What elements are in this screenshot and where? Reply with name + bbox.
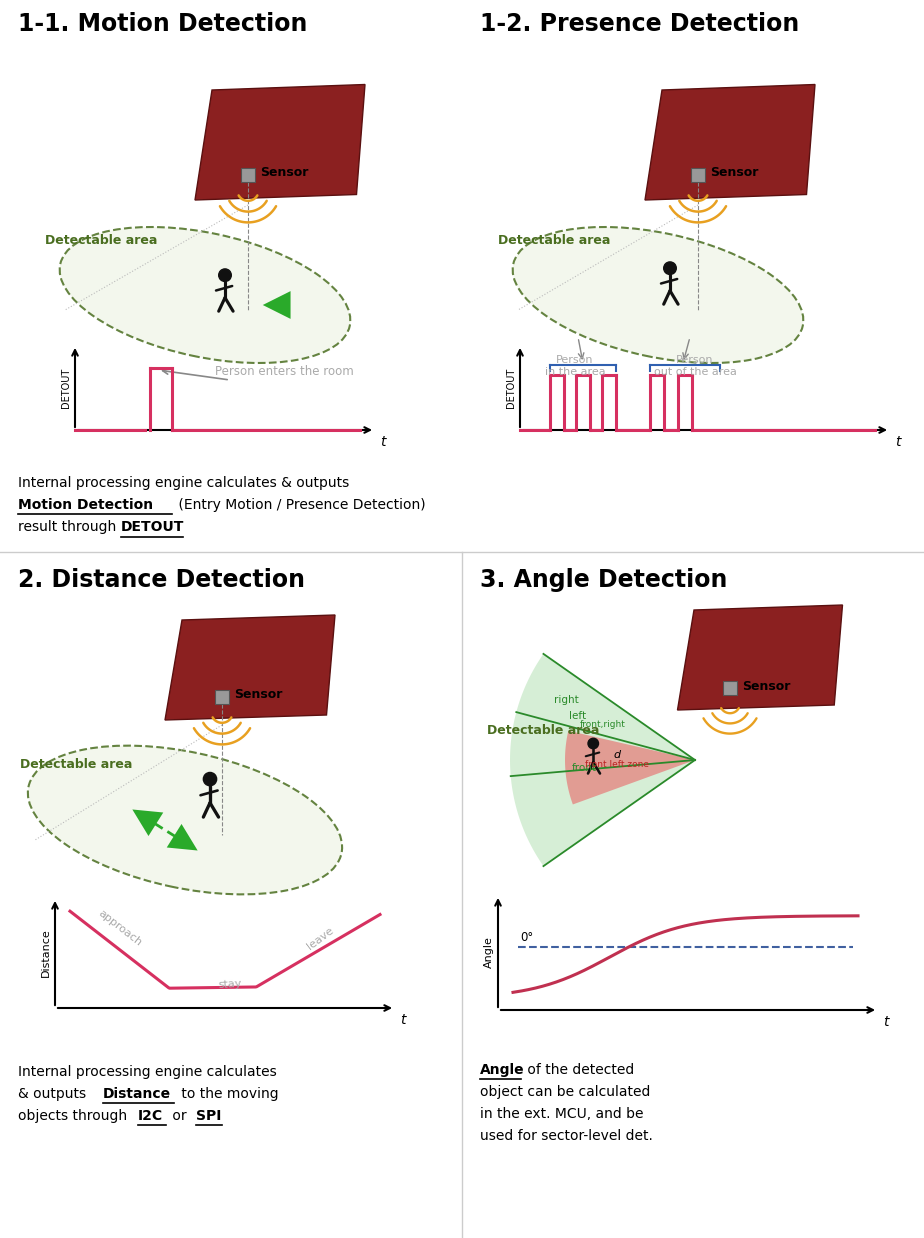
Bar — [723, 681, 737, 695]
Text: t: t — [400, 1013, 406, 1028]
Text: left: left — [569, 711, 586, 721]
Text: front,right: front,right — [580, 721, 626, 729]
Text: Angle: Angle — [480, 1063, 525, 1077]
Bar — [215, 690, 229, 704]
Text: DETOUT: DETOUT — [61, 368, 71, 407]
Ellipse shape — [513, 227, 803, 363]
Text: Detectable area: Detectable area — [45, 234, 157, 246]
Text: Internal processing engine calculates & outputs: Internal processing engine calculates & … — [18, 475, 349, 490]
Text: Detectable area: Detectable area — [20, 759, 132, 771]
Text: approach: approach — [96, 907, 143, 948]
Text: object can be calculated: object can be calculated — [480, 1084, 650, 1099]
Polygon shape — [565, 730, 695, 805]
Text: Detectable area: Detectable area — [487, 723, 600, 737]
Text: I2C: I2C — [138, 1109, 164, 1123]
Text: 1-1. Motion Detection: 1-1. Motion Detection — [18, 12, 308, 36]
Text: Sensor: Sensor — [260, 166, 309, 180]
Polygon shape — [645, 84, 815, 201]
Text: result through: result through — [18, 520, 121, 534]
Text: leave: leave — [305, 925, 335, 951]
Text: t: t — [883, 1015, 889, 1029]
Text: Person
out of the area: Person out of the area — [653, 355, 736, 376]
Text: Sensor: Sensor — [234, 688, 283, 702]
Circle shape — [203, 773, 216, 786]
Text: to the moving: to the moving — [177, 1087, 279, 1101]
Text: t: t — [895, 435, 901, 449]
Text: Angle: Angle — [484, 937, 494, 968]
Text: Sensor: Sensor — [710, 166, 759, 180]
Text: & outputs: & outputs — [18, 1087, 91, 1101]
Text: Person
in the area: Person in the area — [544, 355, 605, 376]
Text: Detectable area: Detectable area — [498, 234, 611, 246]
Ellipse shape — [60, 227, 350, 363]
Text: Distance: Distance — [103, 1087, 171, 1101]
Circle shape — [219, 269, 231, 281]
Text: objects through: objects through — [18, 1109, 131, 1123]
Polygon shape — [677, 605, 843, 711]
Text: DETOUT: DETOUT — [506, 368, 516, 407]
Text: d: d — [614, 750, 620, 760]
Bar — [691, 168, 705, 182]
Text: Internal processing engine calculates: Internal processing engine calculates — [18, 1065, 277, 1080]
Polygon shape — [195, 84, 365, 201]
Text: used for sector-level det.: used for sector-level det. — [480, 1129, 653, 1143]
Text: of the detected: of the detected — [523, 1063, 634, 1077]
Text: front left zone: front left zone — [585, 760, 649, 769]
Text: Person enters the room: Person enters the room — [215, 365, 354, 378]
Text: stay: stay — [218, 978, 242, 989]
Text: DETOUT: DETOUT — [121, 520, 185, 534]
Circle shape — [588, 738, 599, 749]
Text: SPI: SPI — [196, 1109, 222, 1123]
Text: Sensor: Sensor — [742, 680, 790, 692]
Bar — [241, 168, 255, 182]
Text: right: right — [553, 695, 578, 704]
Polygon shape — [165, 615, 335, 721]
Text: Distance: Distance — [41, 928, 51, 977]
Polygon shape — [510, 654, 695, 867]
Text: t: t — [380, 435, 385, 449]
Circle shape — [663, 262, 676, 275]
Text: 2. Distance Detection: 2. Distance Detection — [18, 568, 305, 592]
Ellipse shape — [28, 745, 342, 894]
Text: or: or — [168, 1109, 191, 1123]
Text: 1-2. Presence Detection: 1-2. Presence Detection — [480, 12, 799, 36]
Text: front: front — [572, 763, 597, 773]
Text: 3. Angle Detection: 3. Angle Detection — [480, 568, 727, 592]
Text: (Entry Motion / Presence Detection): (Entry Motion / Presence Detection) — [174, 498, 426, 513]
Text: Motion Detection: Motion Detection — [18, 498, 153, 513]
Text: in the ext. MCU, and be: in the ext. MCU, and be — [480, 1107, 643, 1120]
Text: 0°: 0° — [520, 931, 533, 943]
